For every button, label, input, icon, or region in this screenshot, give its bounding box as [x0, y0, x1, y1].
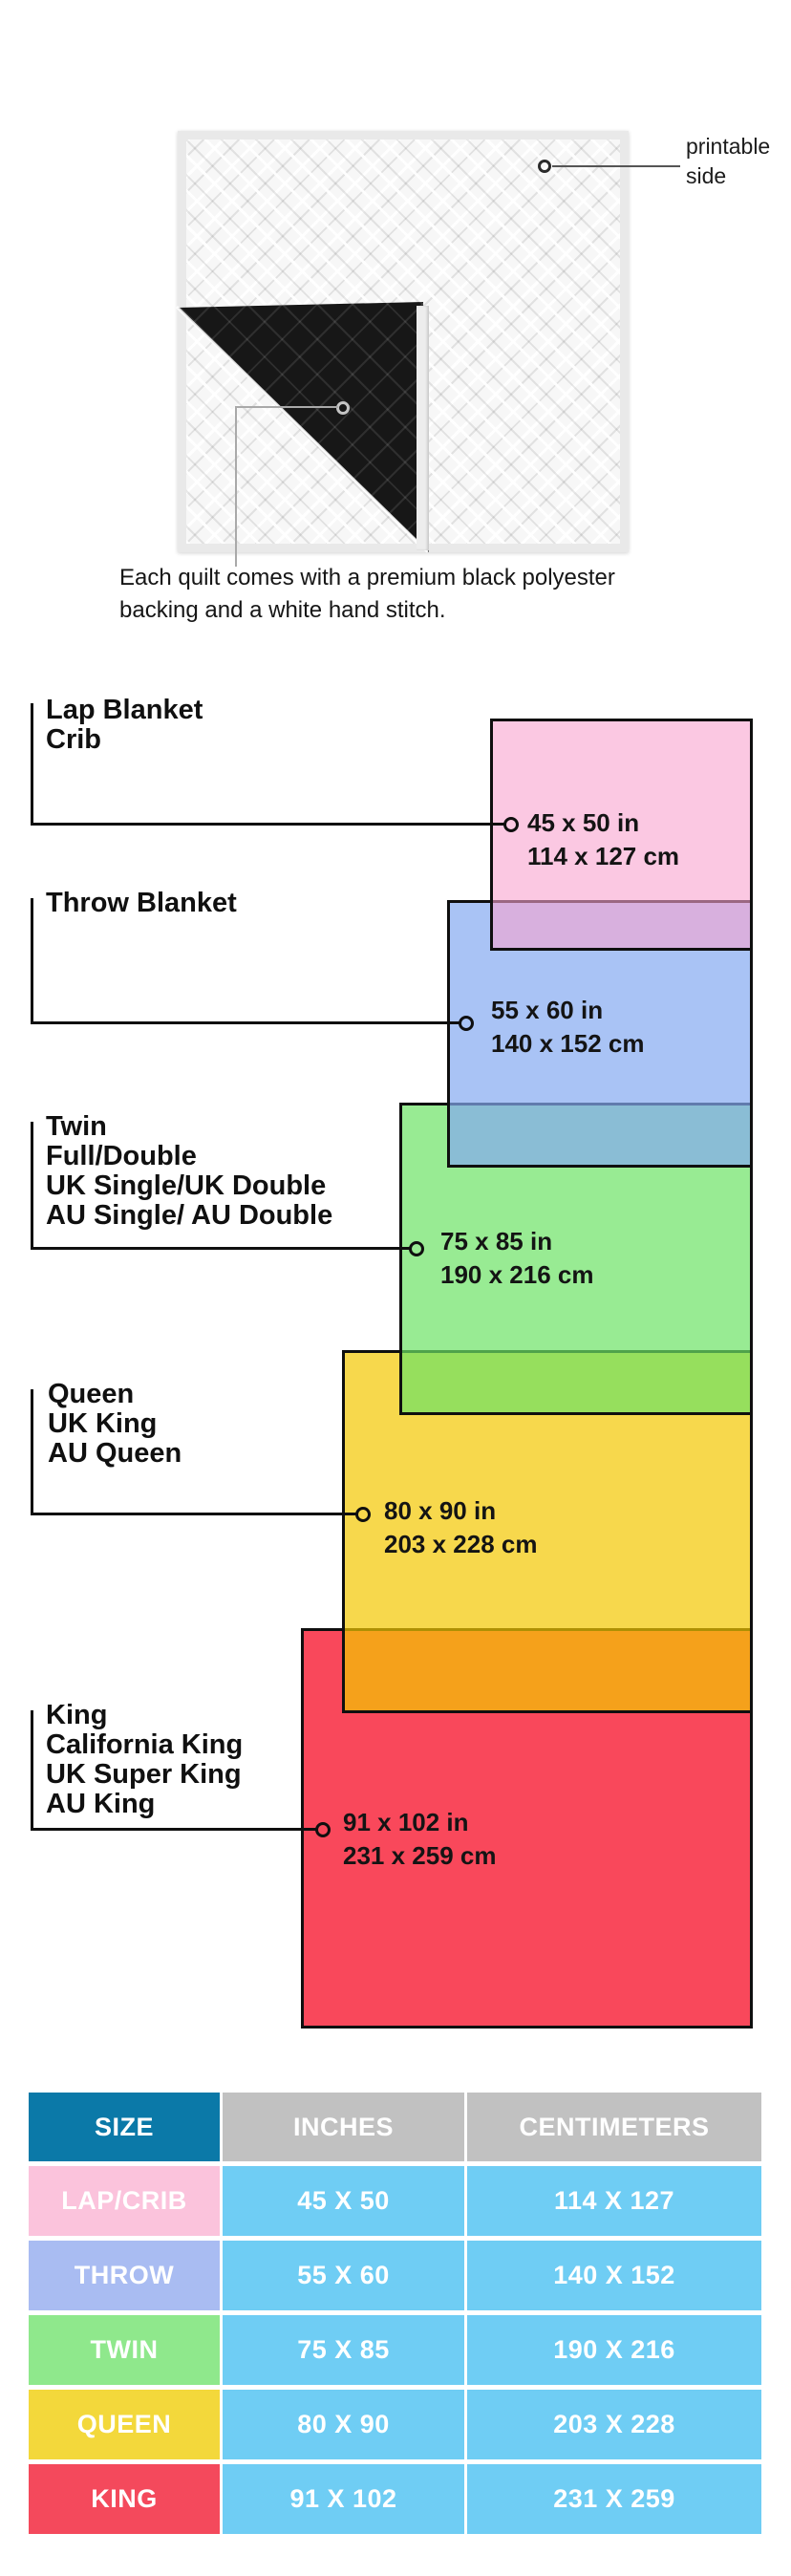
quilt-caption: Each quilt comes with a premium black po… [119, 562, 615, 627]
table-header-inches: INCHES [223, 2093, 464, 2161]
row-size-cell: QUEEN [29, 2390, 220, 2459]
label-line: UK Single/UK Double [46, 1170, 327, 1201]
row-cm-cell: 140 X 152 [467, 2241, 761, 2310]
printable-side-marker-icon [538, 160, 551, 173]
dims-cm: 190 x 216 cm [440, 1260, 594, 1289]
label-line: Twin [46, 1111, 107, 1142]
dims-inches: 91 x 102 in [343, 1808, 469, 1836]
table-header-size: SIZE [29, 2093, 220, 2161]
row-inches-cell: 75 X 85 [223, 2315, 464, 2385]
dims-lap-crib: 45 x 50 in 114 x 127 cm [527, 806, 679, 873]
row-size-cell: THROW [29, 2241, 220, 2310]
row-inches-cell: 45 X 50 [223, 2166, 464, 2236]
label-king: King California King UK Super King AU Ki… [46, 1701, 243, 1819]
table-row-queen: QUEEN 80 X 90 203 X 228 [29, 2390, 761, 2459]
dims-throw: 55 x 60 in 140 x 152 cm [491, 994, 644, 1061]
leader-dot-icon [315, 1822, 331, 1837]
label-line: Queen [48, 1379, 135, 1409]
leader-tick [31, 703, 33, 826]
size-rect-lap-crib [490, 719, 753, 951]
backing-leader-line-h [236, 406, 338, 408]
table-row-twin: TWIN 75 X 85 190 X 216 [29, 2315, 761, 2385]
leader-line [31, 1021, 460, 1024]
label-line: Full/Double [46, 1141, 197, 1171]
label-queen: Queen UK King AU Queen [48, 1380, 182, 1469]
row-cm-cell: 231 X 259 [467, 2464, 761, 2534]
leader-dot-icon [459, 1016, 474, 1031]
printable-side-callout: printable side [686, 132, 770, 191]
dims-cm: 140 x 152 cm [491, 1029, 645, 1058]
label-line: California King [46, 1729, 244, 1760]
dims-twin: 75 x 85 in 190 x 216 cm [440, 1225, 593, 1292]
label-line: King [46, 1700, 108, 1730]
row-inches-cell: 80 X 90 [223, 2390, 464, 2459]
backing-leader-line-v [235, 406, 237, 567]
label-line: Throw Blanket [46, 888, 237, 918]
backing-marker-icon [336, 401, 350, 415]
row-cm-cell: 203 X 228 [467, 2390, 761, 2459]
label-lap-crib: Lap Blanket Crib [46, 696, 203, 755]
fold-binding-strip [417, 306, 429, 550]
leader-line [31, 823, 504, 826]
leader-line [31, 1247, 410, 1250]
label-line: AU King [46, 1789, 156, 1819]
dims-king: 91 x 102 in 231 x 259 cm [343, 1806, 496, 1873]
row-size-cell: TWIN [29, 2315, 220, 2385]
row-inches-cell: 91 X 102 [223, 2464, 464, 2534]
callout-line: printable [686, 134, 771, 159]
label-line: AU Single/ AU Double [46, 1200, 333, 1231]
leader-tick [31, 1710, 33, 1831]
leader-tick [31, 898, 33, 1024]
row-cm-cell: 114 X 127 [467, 2166, 761, 2236]
table-header-row: SIZE INCHES CENTIMETERS [29, 2093, 761, 2161]
caption-line: Each quilt comes with a premium black po… [119, 565, 615, 590]
dims-inches: 75 x 85 in [440, 1227, 553, 1256]
label-throw: Throw Blanket [46, 889, 237, 918]
table-row-king: KING 91 X 102 231 X 259 [29, 2464, 761, 2534]
dims-inches: 45 x 50 in [527, 808, 640, 837]
label-twin: Twin Full/Double UK Single/UK Double AU … [46, 1112, 332, 1231]
caption-line: backing and a white hand stitch. [119, 597, 446, 623]
leader-tick [31, 1389, 33, 1515]
leader-tick [31, 1122, 33, 1250]
dims-cm: 231 x 259 cm [343, 1841, 497, 1870]
leader-line [31, 1828, 316, 1831]
callout-line: side [686, 163, 727, 188]
row-cm-cell: 190 X 216 [467, 2315, 761, 2385]
dims-queen: 80 x 90 in 203 x 228 cm [384, 1494, 537, 1561]
label-line: AU Queen [48, 1438, 182, 1469]
label-line: Crib [46, 724, 101, 755]
dims-cm: 203 x 228 cm [384, 1530, 538, 1558]
printable-side-leader-line [552, 165, 680, 167]
leader-line [31, 1513, 356, 1515]
dims-inches: 55 x 60 in [491, 996, 604, 1024]
table-row-lap-crib: LAP/CRIB 45 X 50 114 X 127 [29, 2166, 761, 2236]
label-line: UK King [48, 1408, 158, 1439]
dims-cm: 114 x 127 cm [527, 842, 680, 870]
leader-dot-icon [503, 817, 519, 832]
row-size-cell: LAP/CRIB [29, 2166, 220, 2236]
label-line: Lap Blanket [46, 695, 203, 725]
leader-dot-icon [409, 1241, 424, 1256]
dims-inches: 80 x 90 in [384, 1496, 497, 1525]
leader-dot-icon [355, 1507, 371, 1522]
row-inches-cell: 55 X 60 [223, 2241, 464, 2310]
row-size-cell: KING [29, 2464, 220, 2534]
table-header-centimeters: CENTIMETERS [467, 2093, 761, 2161]
table-row-throw: THROW 55 X 60 140 X 152 [29, 2241, 761, 2310]
label-line: UK Super King [46, 1759, 242, 1790]
